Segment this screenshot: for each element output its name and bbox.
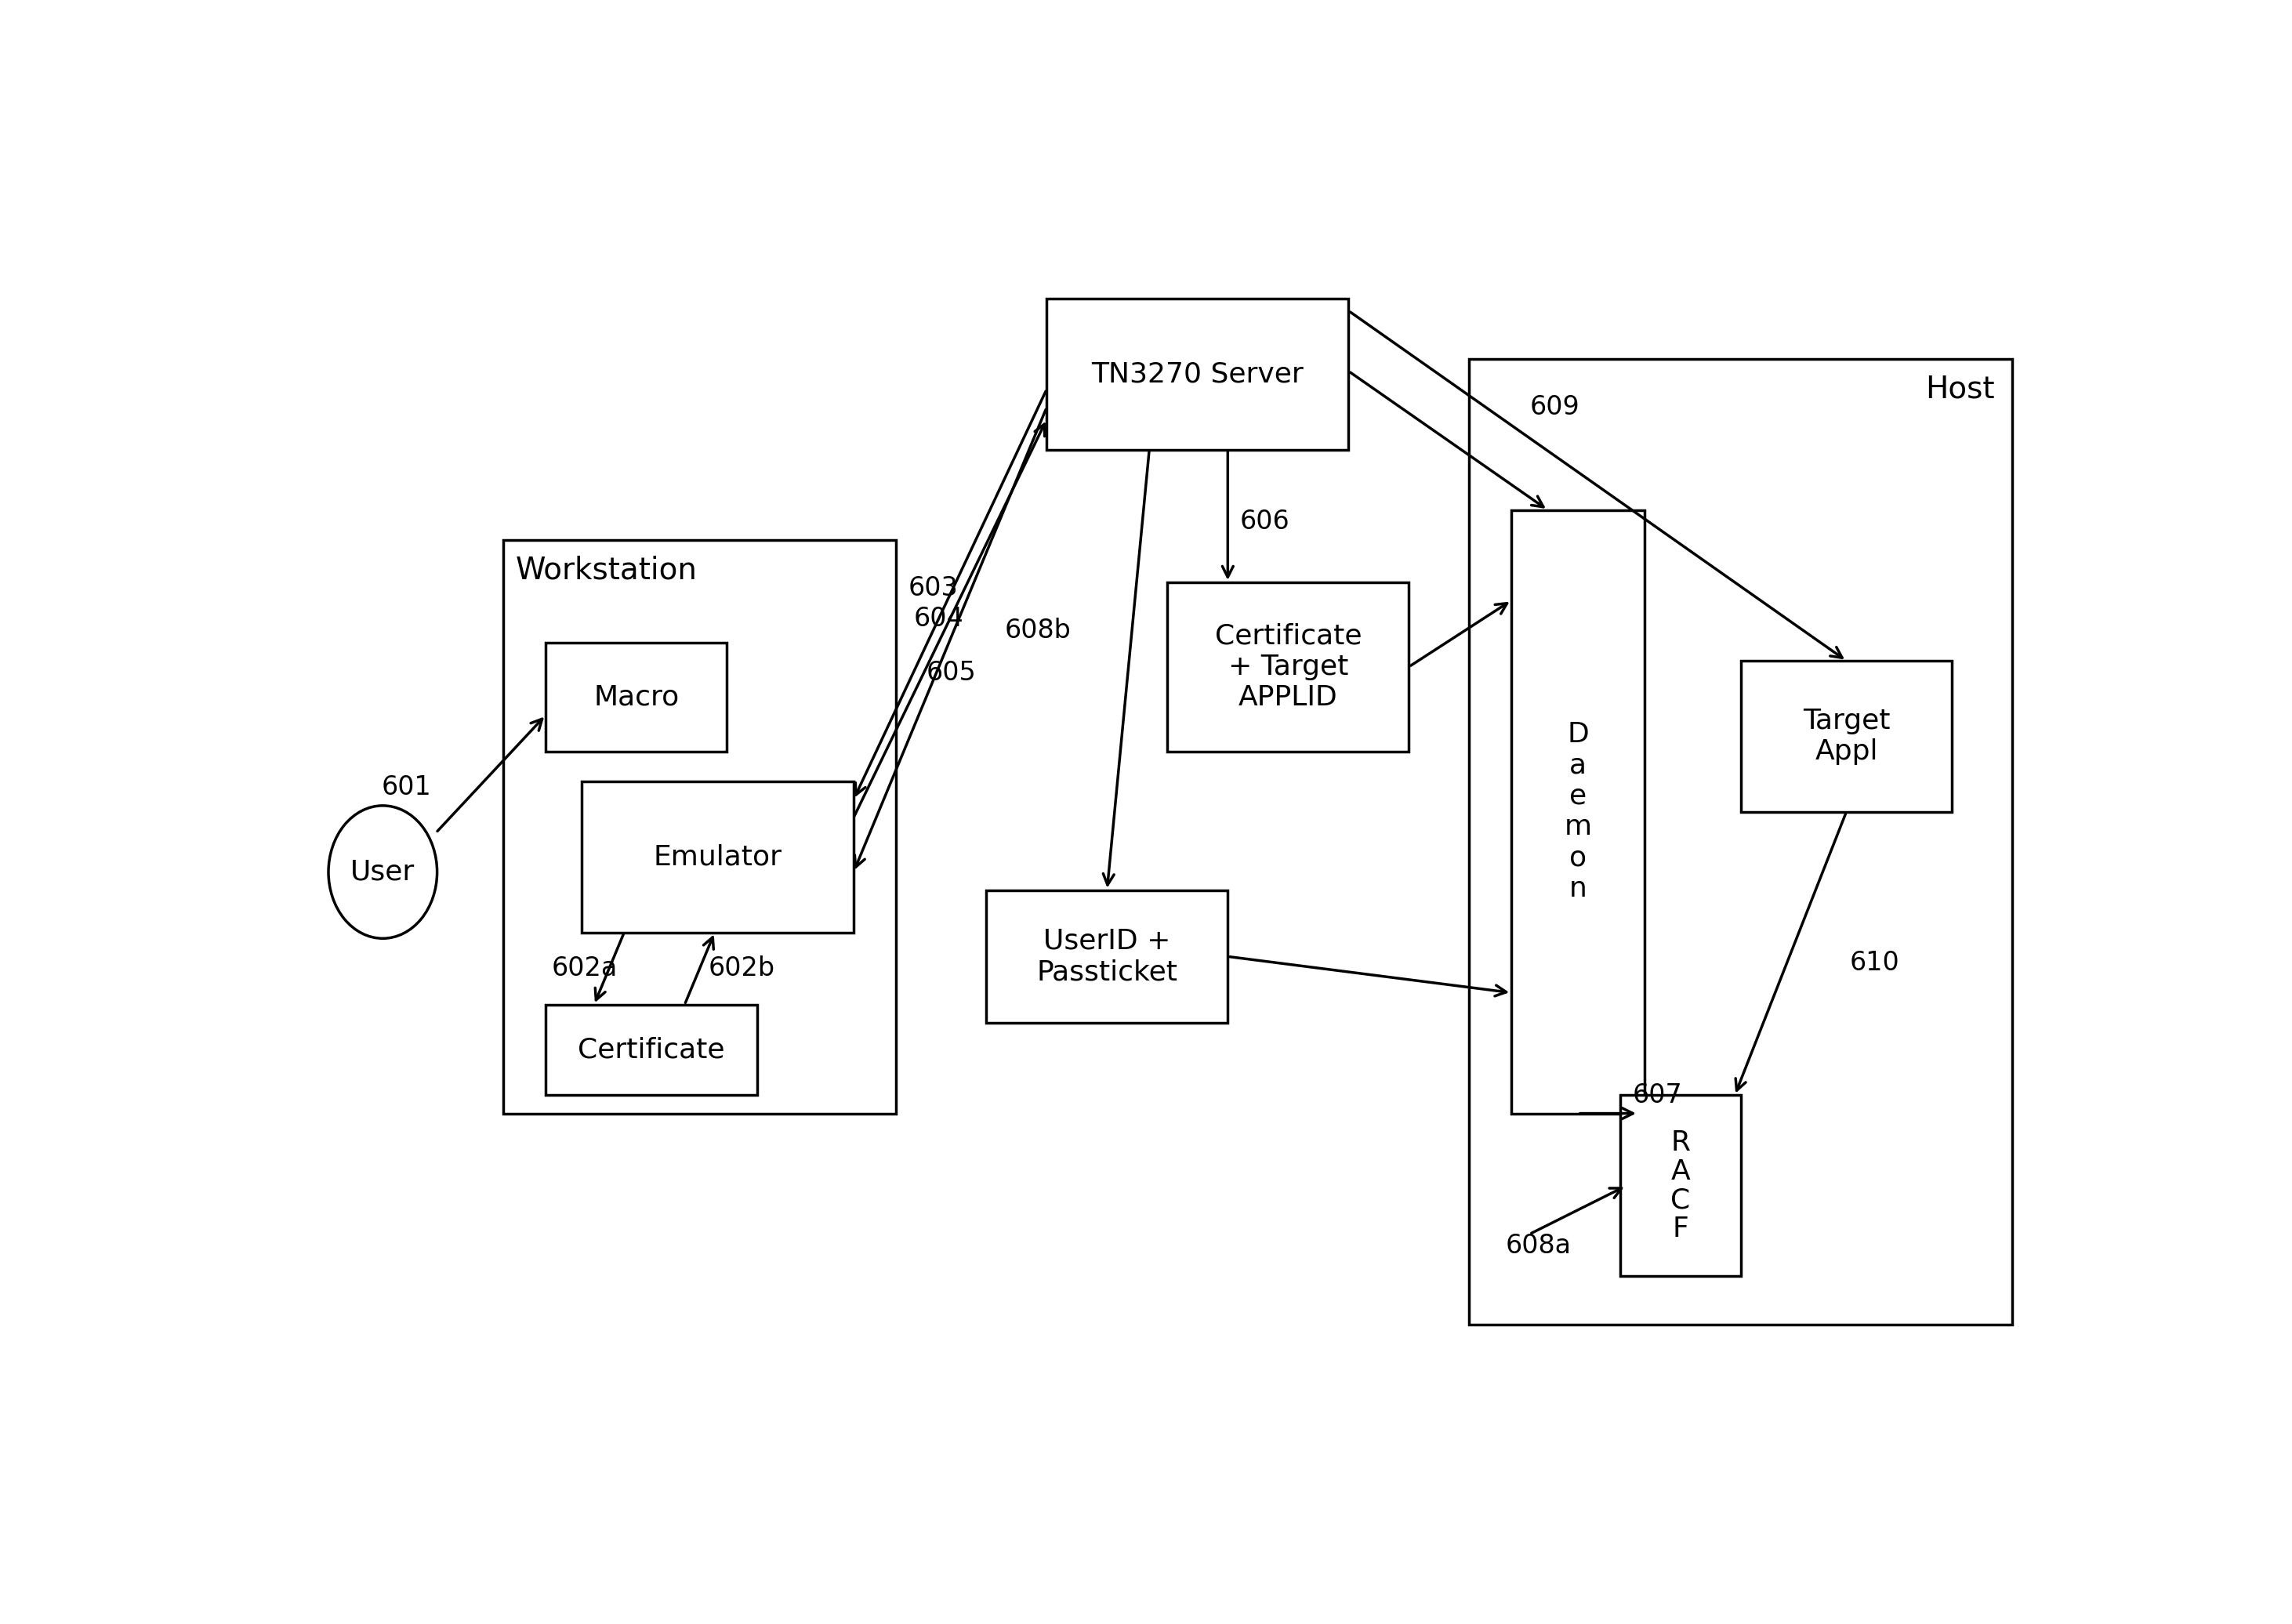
Text: 610: 610 [1850,950,1900,976]
Text: 604: 604 [915,606,965,632]
Text: 605: 605 [926,659,976,685]
Text: Certificate: Certificate [578,1036,724,1064]
Bar [986,890,1229,1023]
Text: D
a
e
m
o
n: D a e m o n [1563,721,1591,903]
Bar [504,541,896,1114]
Text: 606: 606 [1240,508,1290,534]
Text: 602a: 602a [552,955,619,981]
Bar [545,643,727,752]
Text: TN3270 Server: TN3270 Server [1091,361,1304,388]
Bar [1047,299,1348,450]
Text: UserID +
Passticket: UserID + Passticket [1036,927,1178,986]
Bar [1469,359,2012,1325]
Text: Workstation: Workstation [516,555,697,585]
Text: Certificate
+ Target
APPLID: Certificate + Target APPLID [1215,622,1361,711]
Text: R
A
C
F: R A C F [1671,1129,1689,1242]
Text: Host: Host [1925,374,1994,404]
Bar [545,1005,756,1095]
Bar [1510,510,1643,1114]
Bar [1742,661,1953,812]
Text: 601: 601 [380,775,431,801]
Text: 608b: 608b [1004,617,1070,643]
Text: 608a: 608a [1506,1233,1572,1259]
Text: User: User [351,859,415,885]
Ellipse shape [328,806,438,939]
Bar [1167,583,1410,752]
Text: 603: 603 [908,575,958,601]
Text: Target
Appl: Target Appl [1804,708,1891,765]
Text: 609: 609 [1529,395,1579,421]
Text: Emulator: Emulator [653,843,782,870]
Text: Macro: Macro [594,684,678,710]
Text: 607: 607 [1632,1082,1682,1108]
Bar [1620,1095,1742,1276]
Text: 602b: 602b [708,955,775,981]
Bar [582,781,853,932]
